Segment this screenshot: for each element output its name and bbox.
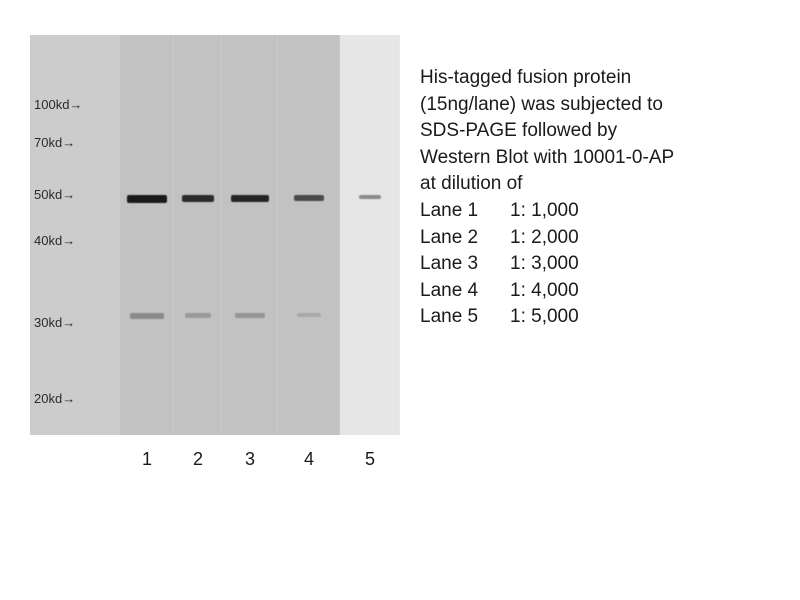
lane bbox=[278, 35, 340, 435]
dilution-value: 1: 4,000 bbox=[510, 278, 630, 305]
lane bbox=[222, 35, 278, 435]
mw-marker: 30kd→ bbox=[34, 315, 75, 330]
lane bbox=[340, 35, 400, 435]
dilution-row: Lane 11: 1,000 bbox=[420, 198, 770, 225]
lane-labels-row: 12345 bbox=[120, 449, 400, 470]
mw-marker: 100kd→ bbox=[34, 97, 82, 112]
blot-area: WWW.PTGLAB.COM 100kd→70kd→50kd→40kd→30kd… bbox=[30, 35, 400, 435]
blot-panel: WWW.PTGLAB.COM 100kd→70kd→50kd→40kd→30kd… bbox=[30, 35, 400, 435]
lane-number: 4 bbox=[278, 449, 340, 470]
dilution-lane-label: Lane 4 bbox=[420, 278, 510, 305]
band-faint bbox=[130, 313, 164, 319]
band-main bbox=[127, 195, 167, 203]
dilution-row: Lane 51: 5,000 bbox=[420, 304, 770, 331]
mw-marker: 50kd→ bbox=[34, 187, 75, 202]
lane-number: 2 bbox=[174, 449, 222, 470]
lane bbox=[174, 35, 222, 435]
mw-marker: 40kd→ bbox=[34, 233, 75, 248]
band-main bbox=[182, 195, 214, 202]
caption-line: (15ng/lane) was subjected to bbox=[420, 92, 770, 119]
dilution-lane-label: Lane 3 bbox=[420, 251, 510, 278]
caption-panel: His-tagged fusion protein(15ng/lane) was… bbox=[420, 35, 770, 435]
dilution-value: 1: 2,000 bbox=[510, 225, 630, 252]
mw-marker: 70kd→ bbox=[34, 135, 75, 150]
band-main bbox=[359, 195, 381, 199]
lane-number: 3 bbox=[222, 449, 278, 470]
dilution-lane-label: Lane 5 bbox=[420, 304, 510, 331]
dilution-lane-label: Lane 1 bbox=[420, 198, 510, 225]
dilution-row: Lane 31: 3,000 bbox=[420, 251, 770, 278]
band-faint bbox=[185, 313, 211, 318]
dilution-value: 1: 3,000 bbox=[510, 251, 630, 278]
dilution-table: Lane 11: 1,000Lane 21: 2,000Lane 31: 3,0… bbox=[420, 198, 770, 331]
lane-number: 1 bbox=[120, 449, 174, 470]
caption-line: Western Blot with 10001-0-AP bbox=[420, 145, 770, 172]
band-main bbox=[231, 195, 269, 202]
figure-container: WWW.PTGLAB.COM 100kd→70kd→50kd→40kd→30kd… bbox=[0, 0, 800, 470]
band-faint bbox=[297, 313, 321, 317]
dilution-row: Lane 41: 4,000 bbox=[420, 278, 770, 305]
dilution-value: 1: 1,000 bbox=[510, 198, 630, 225]
dilution-value: 1: 5,000 bbox=[510, 304, 630, 331]
caption-line: SDS-PAGE followed by bbox=[420, 118, 770, 145]
lanes-region bbox=[120, 35, 400, 435]
caption-description: His-tagged fusion protein(15ng/lane) was… bbox=[420, 65, 770, 198]
band-main bbox=[294, 195, 324, 201]
dilution-row: Lane 21: 2,000 bbox=[420, 225, 770, 252]
mw-marker: 20kd→ bbox=[34, 391, 75, 406]
lane bbox=[120, 35, 174, 435]
lane-number: 5 bbox=[340, 449, 400, 470]
caption-line: at dilution of bbox=[420, 171, 770, 198]
band-faint bbox=[235, 313, 265, 318]
dilution-lane-label: Lane 2 bbox=[420, 225, 510, 252]
caption-line: His-tagged fusion protein bbox=[420, 65, 770, 92]
